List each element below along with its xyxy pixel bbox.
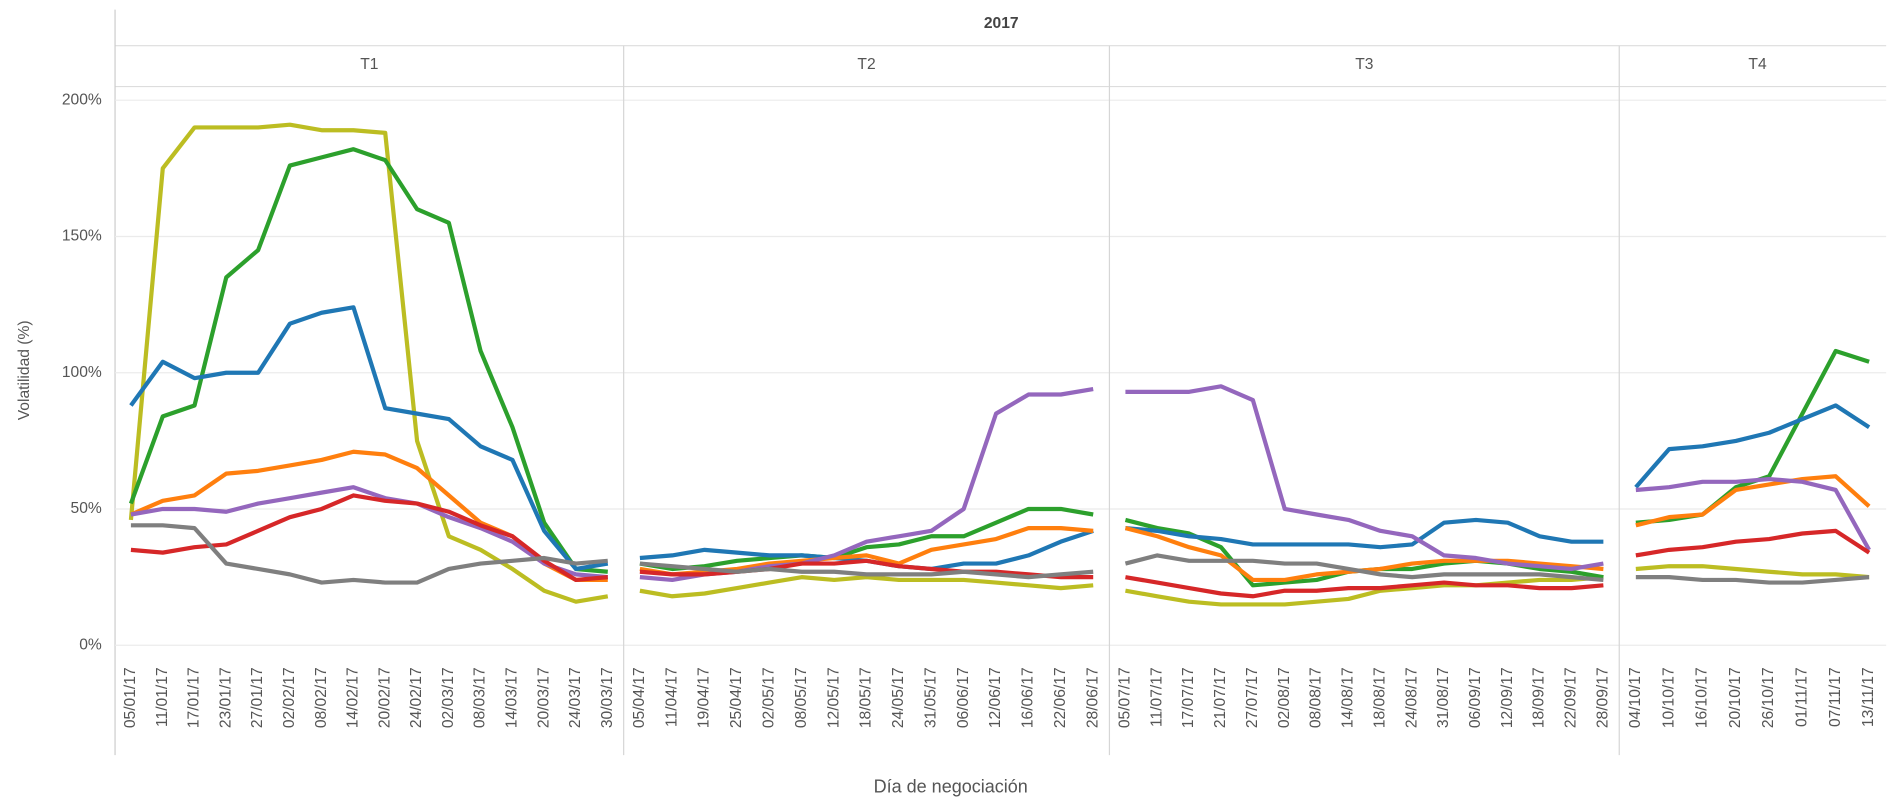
x-axis-label: Día de negociación (874, 776, 1028, 796)
x-tick-label: 16/10/17 (1694, 667, 1711, 728)
x-tick-label: 19/04/17 (696, 667, 713, 728)
x-tick-label: 20/02/17 (376, 667, 393, 728)
x-tick-label: 02/08/17 (1276, 667, 1293, 728)
x-tick-label: 24/02/17 (408, 667, 425, 728)
x-tick-label: 11/01/17 (154, 667, 171, 727)
x-tick-label: 08/02/17 (313, 667, 330, 728)
x-tick-label: 04/10/17 (1627, 667, 1644, 728)
x-tick-label: 14/02/17 (345, 667, 362, 728)
x-tick-label: 17/07/17 (1180, 667, 1197, 728)
x-tick-label: 18/09/17 (1531, 667, 1548, 728)
x-tick-label: 31/05/17 (922, 667, 939, 728)
x-tick-label: 01/11/17 (1794, 667, 1811, 727)
series-line (1125, 517, 1604, 550)
x-tick-label: 14/08/17 (1340, 667, 1357, 728)
x-tick-label: 02/05/17 (761, 667, 778, 728)
x-tick-label: 24/03/17 (567, 667, 584, 728)
panel-label: T1 (360, 56, 378, 73)
series-line (128, 122, 609, 604)
x-tick-label: 17/01/17 (186, 667, 203, 728)
x-tick-label: 18/08/17 (1371, 667, 1388, 728)
panel-label: T3 (1355, 56, 1373, 73)
x-tick-label: 05/07/17 (1116, 667, 1133, 728)
x-tick-label: 12/06/17 (987, 667, 1004, 728)
x-tick-label: 31/08/17 (1435, 667, 1452, 728)
series-line (1635, 474, 1871, 528)
x-tick-label: 12/09/17 (1499, 667, 1516, 728)
x-tick-label: 27/07/17 (1244, 667, 1261, 728)
series-line (1635, 476, 1871, 551)
x-tick-label: 22/09/17 (1563, 667, 1580, 728)
x-tick-label: 12/05/17 (825, 667, 842, 728)
series-line (1635, 528, 1871, 558)
x-tick-label: 10/10/17 (1660, 667, 1677, 728)
x-tick-label: 02/03/17 (440, 667, 457, 728)
series-line (639, 506, 1094, 572)
x-tick-label: 07/11/17 (1827, 667, 1844, 727)
x-tick-label: 06/06/17 (955, 667, 972, 728)
series-line (1635, 575, 1870, 585)
x-tick-label: 14/03/17 (504, 667, 521, 728)
x-tick-label: 02/02/17 (281, 667, 298, 728)
series-line (1634, 403, 1871, 489)
y-axis-label: Volatilidad (%) (16, 320, 33, 420)
series-line (1635, 564, 1870, 580)
x-tick-label: 22/06/17 (1052, 667, 1069, 728)
x-tick-label: 13/11/17 (1860, 667, 1877, 727)
x-tick-label: 28/06/17 (1084, 667, 1101, 728)
series-line (130, 485, 608, 580)
x-tick-label: 06/09/17 (1467, 667, 1484, 728)
panel-label: T4 (1748, 56, 1767, 73)
x-tick-label: 25/04/17 (728, 667, 745, 728)
y-tick-label: 50% (71, 500, 102, 517)
x-tick-label: 05/04/17 (631, 667, 648, 728)
series-line (639, 558, 1094, 580)
y-tick-label: 200% (62, 91, 102, 108)
x-tick-label: 24/08/17 (1403, 667, 1420, 728)
x-tick-label: 20/10/17 (1727, 667, 1744, 728)
x-tick-label: 26/10/17 (1760, 667, 1777, 728)
series-line (1125, 575, 1604, 599)
x-tick-label: 30/03/17 (599, 667, 616, 728)
x-tick-label: 08/08/17 (1308, 667, 1325, 728)
x-tick-label: 21/07/17 (1212, 667, 1229, 728)
y-tick-label: 100% (62, 364, 102, 381)
y-tick-label: 0% (79, 636, 102, 653)
series-line (1125, 384, 1604, 572)
x-tick-label: 11/04/17 (663, 667, 680, 727)
x-tick-label: 24/05/17 (890, 667, 907, 728)
series-line (1124, 553, 1604, 583)
x-tick-label: 28/09/17 (1594, 667, 1611, 728)
x-tick-label: 11/07/17 (1148, 667, 1165, 727)
x-tick-label: 08/05/17 (793, 667, 810, 728)
x-tick-label: 27/01/17 (249, 667, 266, 728)
series-line (130, 523, 608, 585)
header: 2017 (984, 15, 1019, 32)
series-line (129, 305, 609, 572)
series-line (128, 147, 608, 574)
x-tick-label: 05/01/17 (122, 667, 139, 728)
x-tick-label: 16/06/17 (1020, 667, 1037, 728)
series-line (639, 575, 1094, 599)
series-line (639, 561, 1094, 580)
x-tick-label: 20/03/17 (535, 667, 552, 728)
x-tick-label: 08/03/17 (472, 667, 489, 728)
series-line (1125, 575, 1604, 607)
panel-label: T2 (857, 56, 875, 73)
x-tick-label: 23/01/17 (217, 667, 234, 728)
y-tick-label: 150% (62, 228, 102, 245)
x-tick-label: 18/05/17 (858, 667, 875, 728)
